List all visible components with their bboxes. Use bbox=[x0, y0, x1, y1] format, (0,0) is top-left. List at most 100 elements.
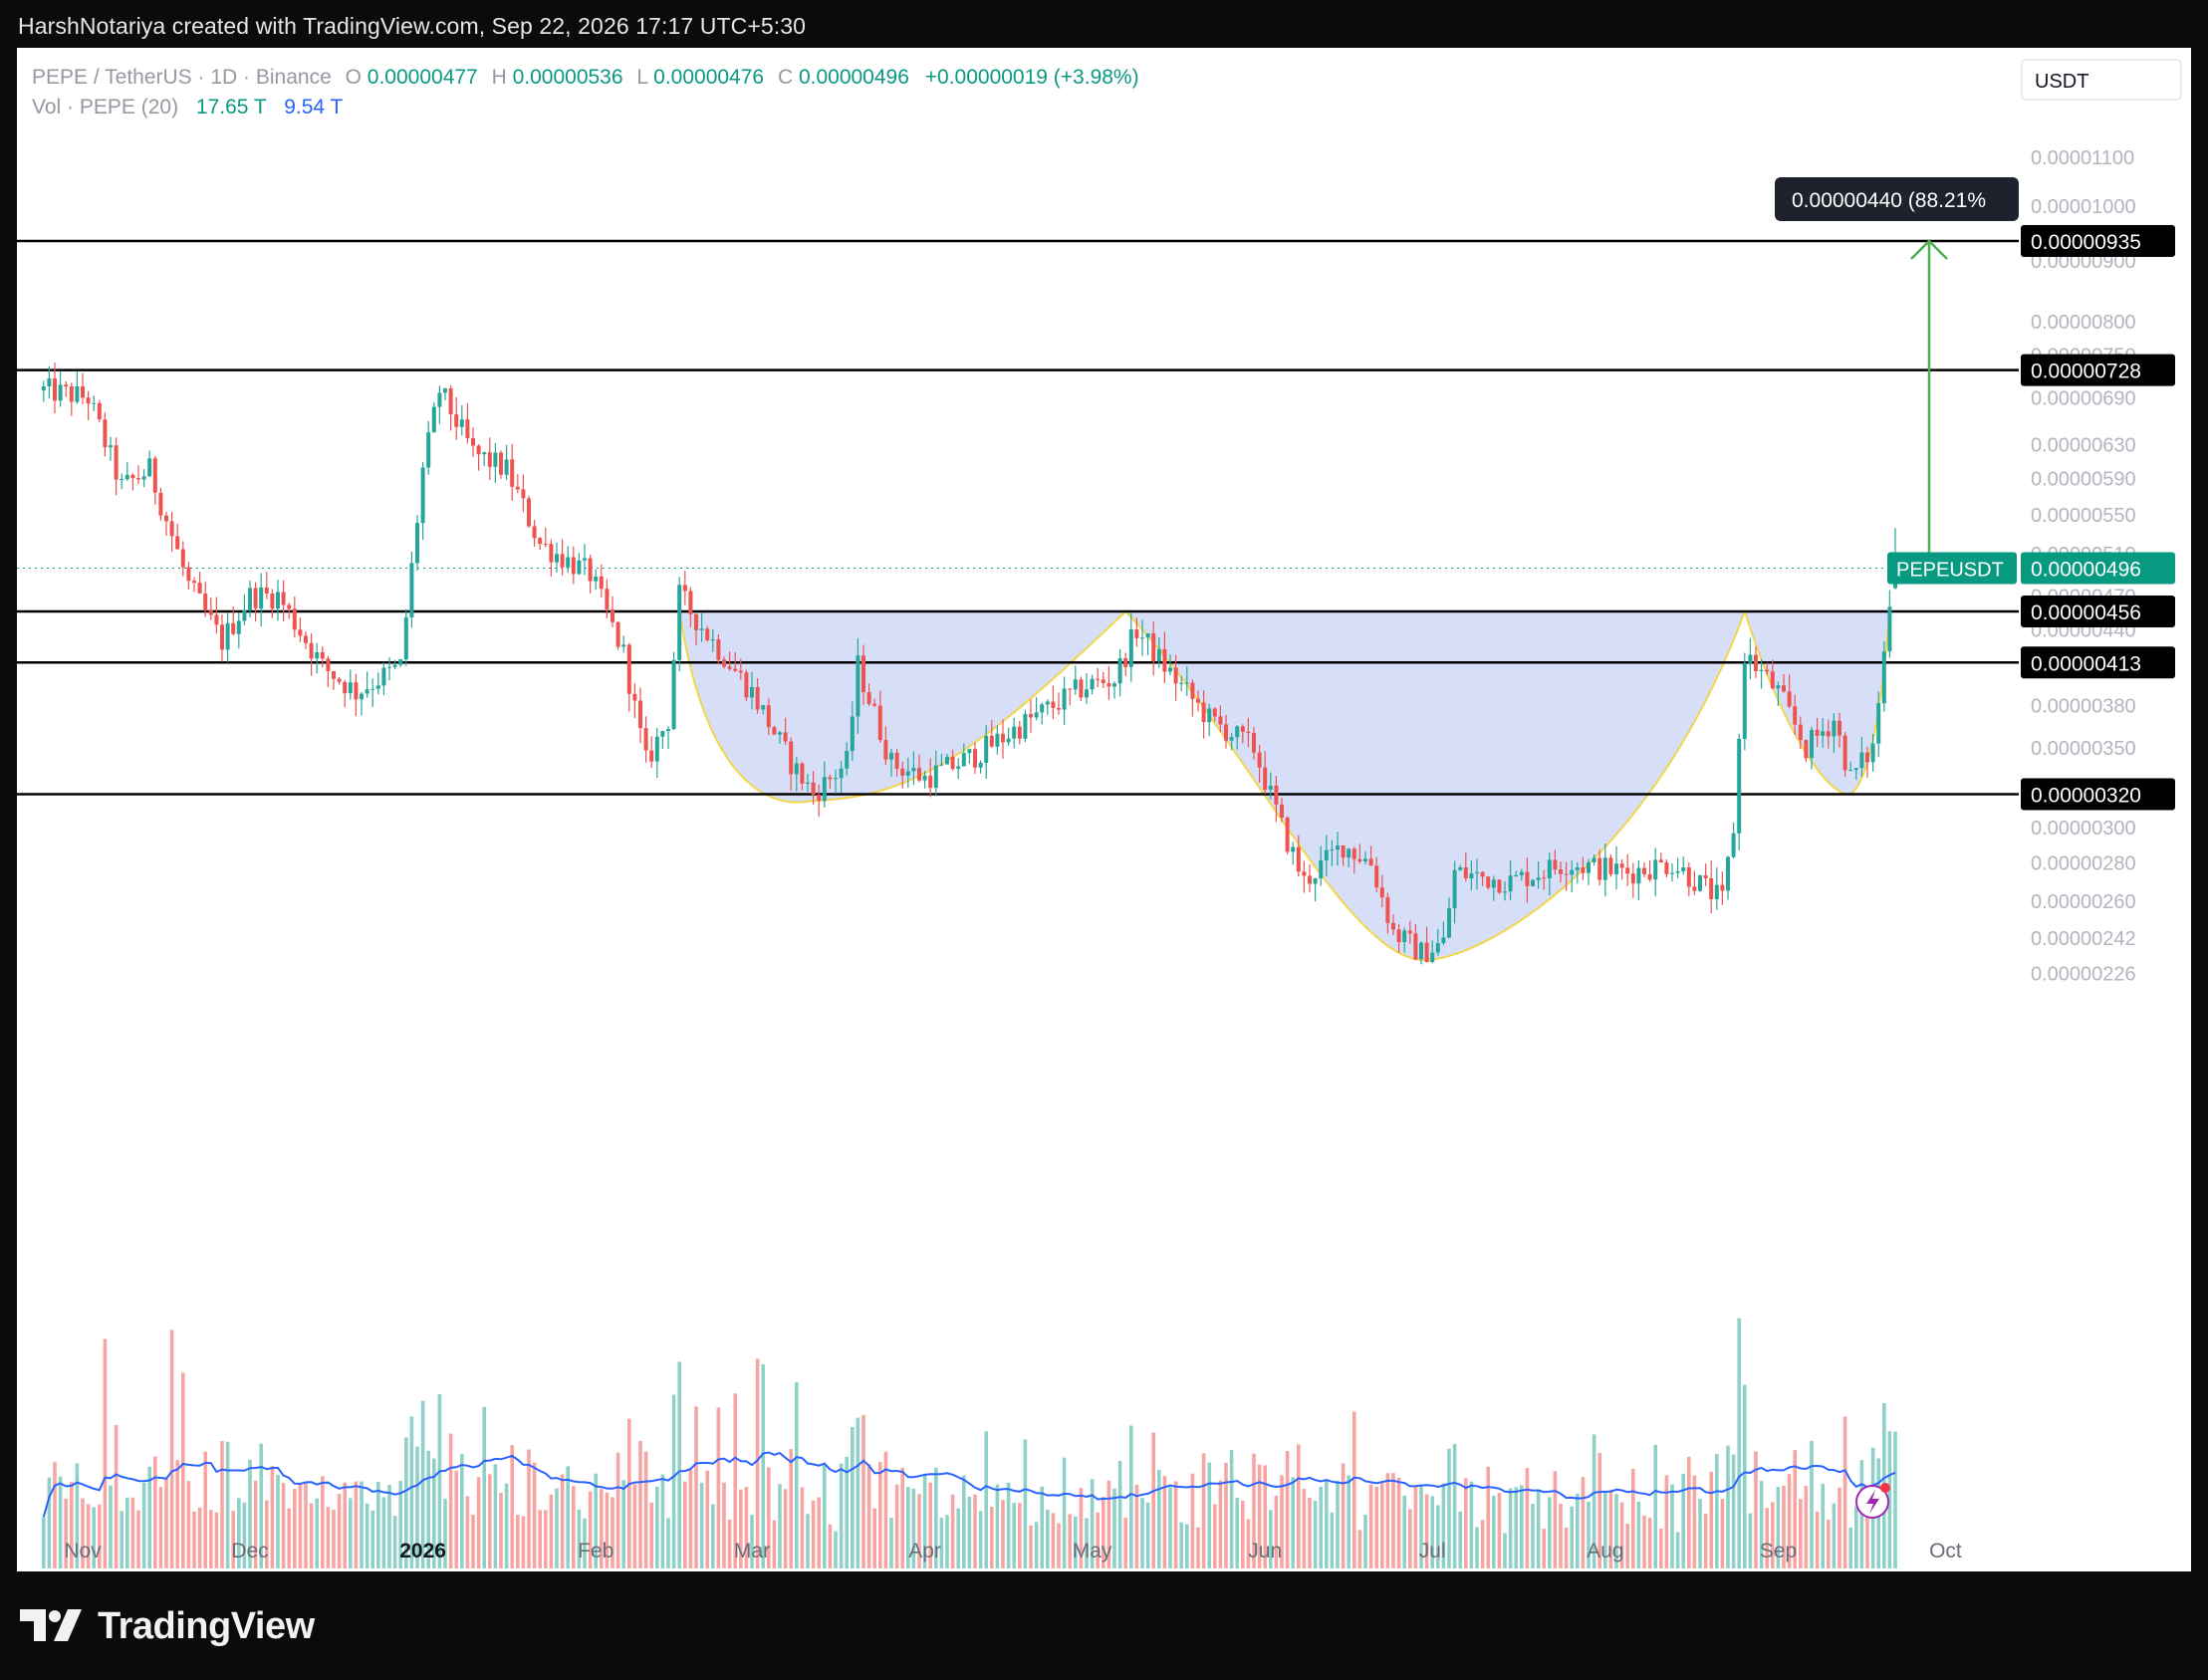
candle-body[interactable] bbox=[192, 581, 196, 584]
candle-body[interactable] bbox=[911, 768, 916, 772]
candle-body[interactable] bbox=[487, 452, 492, 467]
candle-body[interactable] bbox=[621, 644, 626, 647]
candle-body[interactable] bbox=[1023, 713, 1028, 739]
candle-body[interactable] bbox=[409, 563, 414, 617]
candle-body[interactable] bbox=[1291, 846, 1296, 852]
candle-body[interactable] bbox=[64, 384, 69, 387]
candle-body[interactable] bbox=[1274, 785, 1279, 805]
candle-body[interactable] bbox=[381, 667, 386, 686]
candle-body[interactable] bbox=[248, 588, 252, 610]
candle-body[interactable] bbox=[1034, 712, 1039, 718]
candle-body[interactable] bbox=[242, 609, 247, 621]
candle-body[interactable] bbox=[454, 414, 459, 427]
candle-body[interactable] bbox=[58, 384, 63, 401]
candle-body[interactable] bbox=[828, 777, 833, 780]
candle-body[interactable] bbox=[147, 458, 152, 477]
candle-body[interactable] bbox=[203, 593, 208, 610]
candle-body[interactable] bbox=[822, 777, 827, 802]
candle-body[interactable] bbox=[1196, 698, 1200, 703]
candle-body[interactable] bbox=[360, 693, 364, 700]
candle-body[interactable] bbox=[861, 655, 865, 692]
candle-body[interactable] bbox=[1458, 867, 1463, 870]
candle-body[interactable] bbox=[688, 591, 693, 614]
candle-body[interactable] bbox=[1068, 688, 1073, 690]
candle-body[interactable] bbox=[186, 567, 191, 582]
candle-body[interactable] bbox=[471, 438, 475, 446]
candle-body[interactable] bbox=[1602, 857, 1607, 880]
candle-body[interactable] bbox=[1073, 679, 1078, 690]
candle-body[interactable] bbox=[1842, 735, 1847, 771]
candle-body[interactable] bbox=[1240, 726, 1245, 732]
candle-body[interactable] bbox=[538, 538, 543, 545]
candle-body[interactable] bbox=[839, 768, 844, 779]
candle-body[interactable] bbox=[437, 392, 442, 407]
candle-body[interactable] bbox=[403, 616, 408, 660]
candle-body[interactable] bbox=[1703, 874, 1708, 878]
candle-body[interactable] bbox=[1614, 863, 1618, 874]
candle-body[interactable] bbox=[1508, 875, 1513, 892]
candle-body[interactable] bbox=[169, 521, 174, 537]
candle-body[interactable] bbox=[956, 766, 961, 769]
candle-body[interactable] bbox=[370, 688, 375, 690]
candle-body[interactable] bbox=[1503, 891, 1507, 893]
candle-body[interactable] bbox=[800, 763, 805, 784]
candle-body[interactable] bbox=[583, 558, 587, 561]
candle-body[interactable] bbox=[1575, 867, 1580, 870]
candle-body[interactable] bbox=[671, 659, 676, 730]
candle-body[interactable] bbox=[1810, 730, 1814, 759]
candle-body[interactable] bbox=[1447, 908, 1451, 938]
candle-body[interactable] bbox=[114, 445, 119, 480]
candle-body[interactable] bbox=[817, 795, 822, 802]
candle-body[interactable] bbox=[1079, 679, 1084, 698]
candle-body[interactable] bbox=[1123, 658, 1128, 667]
candle-body[interactable] bbox=[1017, 726, 1022, 739]
candle-body[interactable] bbox=[1531, 879, 1535, 886]
candle-body[interactable] bbox=[53, 378, 57, 401]
candle-body[interactable] bbox=[459, 419, 464, 427]
candle-body[interactable] bbox=[292, 608, 297, 630]
candle-body[interactable] bbox=[1151, 633, 1156, 662]
candle-body[interactable] bbox=[415, 523, 419, 564]
candle-body[interactable] bbox=[47, 378, 52, 386]
candle-body[interactable] bbox=[398, 659, 403, 665]
candle-body[interactable] bbox=[649, 750, 654, 762]
candle-body[interactable] bbox=[1430, 952, 1435, 963]
candles[interactable] bbox=[41, 362, 1897, 965]
candle-body[interactable] bbox=[1798, 724, 1803, 741]
candle-body[interactable] bbox=[1525, 871, 1530, 886]
candle-body[interactable] bbox=[989, 735, 994, 747]
candle-body[interactable] bbox=[175, 536, 180, 550]
candle-body[interactable] bbox=[214, 614, 219, 625]
candle-body[interactable] bbox=[1184, 682, 1189, 684]
candle-body[interactable] bbox=[1201, 702, 1206, 722]
candle-body[interactable] bbox=[666, 729, 670, 732]
candle-body[interactable] bbox=[783, 732, 788, 742]
candle-body[interactable] bbox=[1391, 922, 1395, 930]
candle-body[interactable] bbox=[555, 554, 559, 563]
candle-body[interactable] bbox=[1085, 689, 1089, 698]
candle-body[interactable] bbox=[1853, 768, 1858, 771]
candle-body[interactable] bbox=[1336, 845, 1340, 850]
candle-body[interactable] bbox=[945, 756, 949, 765]
candle-body[interactable] bbox=[900, 768, 905, 776]
candle-body[interactable] bbox=[1475, 871, 1479, 874]
candle-body[interactable] bbox=[1865, 752, 1869, 763]
candle-body[interactable] bbox=[1497, 879, 1502, 893]
candle-body[interactable] bbox=[276, 592, 280, 609]
candle-body[interactable] bbox=[1658, 859, 1663, 862]
candle-body[interactable] bbox=[86, 397, 91, 404]
candle-body[interactable] bbox=[231, 622, 236, 634]
candle-body[interactable] bbox=[1268, 785, 1273, 790]
candle-body[interactable] bbox=[917, 768, 921, 781]
candle-body[interactable] bbox=[1452, 869, 1457, 909]
candle-body[interactable] bbox=[1285, 817, 1290, 852]
candle-body[interactable] bbox=[744, 672, 749, 698]
time-axis[interactable]: Nov Dec 2026 Feb Mar Apr May Jun Jul Aug Sep Oct bbox=[64, 1540, 1962, 1562]
candle-body[interactable] bbox=[75, 386, 80, 402]
candle-body[interactable] bbox=[599, 577, 604, 590]
candle-body[interactable] bbox=[1351, 848, 1356, 859]
candle-body[interactable] bbox=[543, 544, 548, 546]
candle-body[interactable] bbox=[1625, 867, 1630, 874]
candle-body[interactable] bbox=[208, 609, 213, 615]
candle-body[interactable] bbox=[1848, 770, 1853, 772]
